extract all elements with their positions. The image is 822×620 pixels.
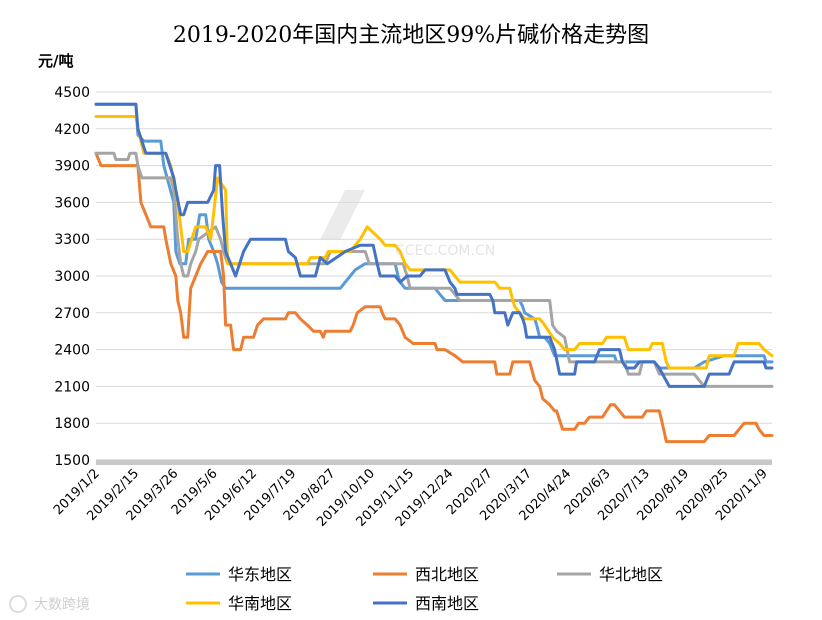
watermark-logo: CCEC.COM.CN (320, 190, 495, 259)
legend-label-3: 华南地区 (228, 594, 292, 613)
y-tick-label: 1800 (54, 416, 90, 432)
footer-watermark: 大数跨境 (9, 595, 90, 613)
series-lines (94, 102, 774, 444)
y-tick-label: 2100 (54, 379, 90, 395)
series-line-0 (94, 102, 774, 370)
y-tick-label: 1500 (54, 453, 90, 469)
series-line-4 (94, 102, 774, 388)
watermark-logo-text: CCEC.COM.CN (395, 243, 495, 259)
y-axis-ticks: 1500 1800 2100 2400 2700 3000 3300 3600 3900 4200… (54, 85, 90, 469)
y-tick-label: 2400 (54, 343, 90, 359)
x-axis: 2019/1/22019/2/152019/3/262019/5/62019/6… (51, 459, 772, 530)
gridlines (96, 91, 772, 461)
footer-watermark-icon (9, 595, 27, 613)
footer-watermark-text: 大数跨境 (34, 597, 90, 613)
y-tick-label: 4200 (54, 122, 90, 138)
y-tick-label: 4500 (54, 85, 90, 101)
legend-label-0: 华东地区 (228, 565, 292, 584)
legend-label-2: 华北地区 (599, 565, 663, 584)
series-line-2 (94, 151, 774, 388)
y-tick-label: 3900 (54, 159, 90, 175)
x-axis-ticks-band (96, 460, 772, 465)
watermark-logo-icon (320, 190, 365, 240)
legend-label-1: 西北地区 (415, 565, 479, 584)
y-tick-label: 2700 (54, 306, 90, 322)
chart-title: 2019-2020年国内主流地区99%片碱价格走势图 (173, 23, 649, 48)
y-tick-label: 3000 (54, 269, 90, 285)
legend-label-4: 西南地区 (415, 594, 479, 613)
y-axis-unit-label: 元/吨 (38, 52, 73, 70)
series-line-3 (94, 115, 774, 370)
y-tick-label: 3600 (54, 195, 90, 211)
y-tick-label: 3300 (54, 232, 90, 248)
series-line-1 (94, 151, 774, 444)
